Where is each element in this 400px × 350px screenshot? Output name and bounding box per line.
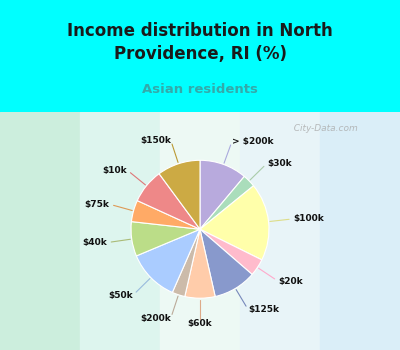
Text: $40k: $40k [82, 238, 107, 247]
Wedge shape [136, 229, 200, 293]
Wedge shape [200, 176, 254, 229]
Bar [320, 112, 400, 350]
Wedge shape [200, 229, 262, 274]
Text: $150k: $150k [140, 136, 171, 145]
Text: $100k: $100k [293, 214, 324, 223]
Text: $20k: $20k [278, 277, 303, 286]
Bar [0, 112, 80, 350]
Text: $125k: $125k [248, 305, 279, 314]
Text: > $200k: > $200k [232, 136, 274, 146]
Text: $75k: $75k [85, 200, 110, 209]
Text: $50k: $50k [108, 290, 133, 300]
Text: Asian residents: Asian residents [142, 83, 258, 96]
Bar [160, 112, 240, 350]
Wedge shape [185, 229, 215, 298]
Wedge shape [137, 174, 200, 229]
Wedge shape [200, 229, 252, 296]
Wedge shape [131, 222, 200, 256]
Text: City-Data.com: City-Data.com [288, 124, 358, 133]
Wedge shape [159, 160, 200, 229]
Wedge shape [200, 186, 269, 260]
Text: $200k: $200k [140, 314, 171, 323]
Bar [80, 112, 160, 350]
Wedge shape [132, 201, 200, 229]
Text: $60k: $60k [188, 318, 212, 328]
Text: $30k: $30k [267, 159, 292, 168]
Bar [240, 112, 320, 350]
Wedge shape [200, 160, 244, 229]
Wedge shape [172, 229, 200, 296]
Text: Income distribution in North
Providence, RI (%): Income distribution in North Providence,… [67, 22, 333, 63]
Text: $10k: $10k [102, 166, 127, 175]
